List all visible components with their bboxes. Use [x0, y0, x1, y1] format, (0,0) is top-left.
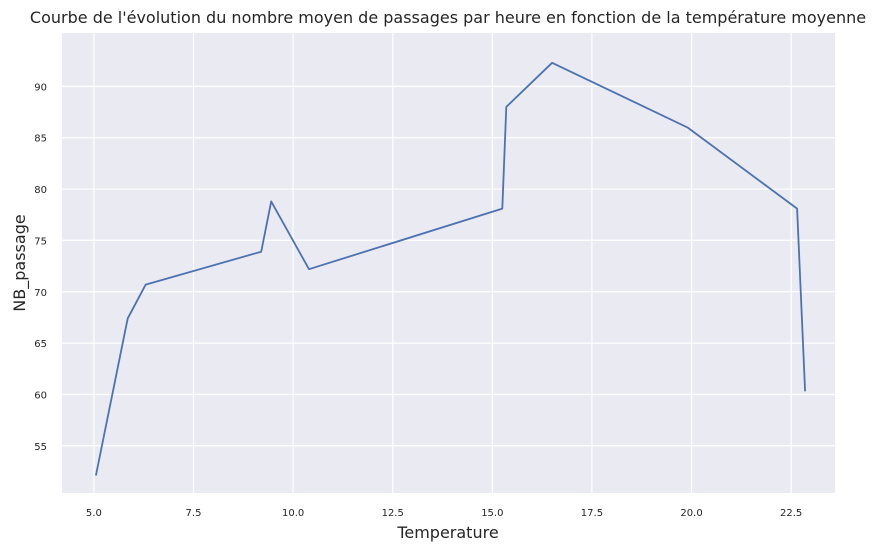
x-axis-title: Temperature — [396, 523, 498, 542]
x-tick-label: 5.0 — [86, 508, 102, 519]
chart-title: Courbe de l'évolution du nombre moyen de… — [30, 8, 866, 27]
x-tick-labels: 5.0 7.5 10.0 12.5 15.0 17.5 20.0 22.5 — [86, 508, 802, 519]
y-axis-title: NB_passage — [10, 214, 30, 311]
y-tick-label: 60 — [34, 390, 47, 401]
y-tick-label: 85 — [34, 134, 47, 145]
x-gridlines — [93, 33, 792, 493]
x-tick-label: 12.5 — [382, 508, 404, 519]
y-tick-label: 70 — [34, 288, 47, 299]
x-tick-label: 7.5 — [186, 508, 202, 519]
x-tick-label: 10.0 — [282, 508, 304, 519]
y-tick-label: 90 — [34, 82, 47, 93]
y-gridlines — [62, 85, 835, 447]
y-tick-label: 55 — [34, 442, 47, 453]
y-tick-label: 75 — [34, 236, 47, 247]
y-tick-labels: 55 60 65 70 75 80 85 90 — [34, 82, 47, 452]
x-tick-label: 20.0 — [680, 508, 702, 519]
y-tick-label: 80 — [34, 185, 47, 196]
series-line — [95, 61, 806, 476]
plot-area — [62, 33, 835, 493]
x-tick-label: 17.5 — [581, 508, 603, 519]
y-tick-label: 65 — [34, 339, 47, 350]
x-tick-label: 22.5 — [780, 508, 802, 519]
x-tick-label: 15.0 — [481, 508, 503, 519]
